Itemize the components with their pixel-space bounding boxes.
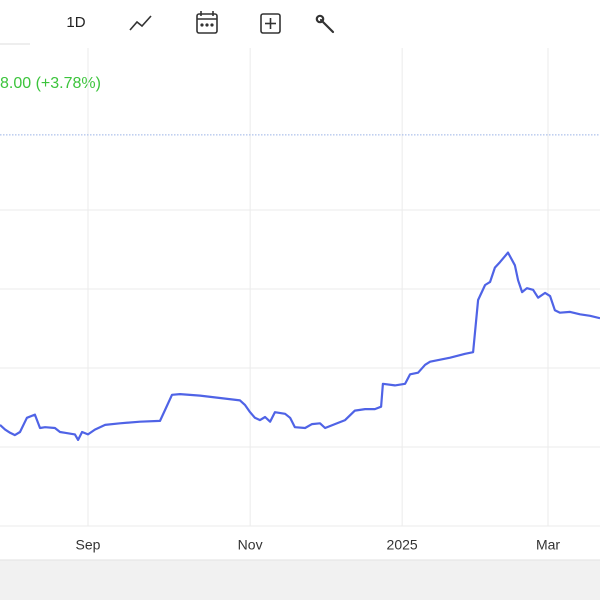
interval-button[interactable]: 1D bbox=[66, 14, 85, 31]
x-tick-label: Sep bbox=[76, 537, 101, 553]
footer-bar bbox=[0, 560, 600, 600]
x-tick-label: 2025 bbox=[387, 537, 418, 553]
price-line bbox=[0, 251, 600, 441]
x-tick-label: Mar bbox=[536, 537, 560, 553]
line-style-button[interactable] bbox=[129, 15, 152, 31]
x-tick-label: Nov bbox=[238, 537, 263, 553]
add-indicator-button[interactable] bbox=[260, 13, 281, 34]
settings-button[interactable] bbox=[315, 14, 335, 34]
toolbar bbox=[0, 0, 600, 48]
price-change: 8.00 (+3.78%) bbox=[0, 75, 101, 92]
calendar-button[interactable] bbox=[196, 11, 218, 34]
plot-area: Sep Nov 2025 Mar bbox=[0, 48, 600, 553]
